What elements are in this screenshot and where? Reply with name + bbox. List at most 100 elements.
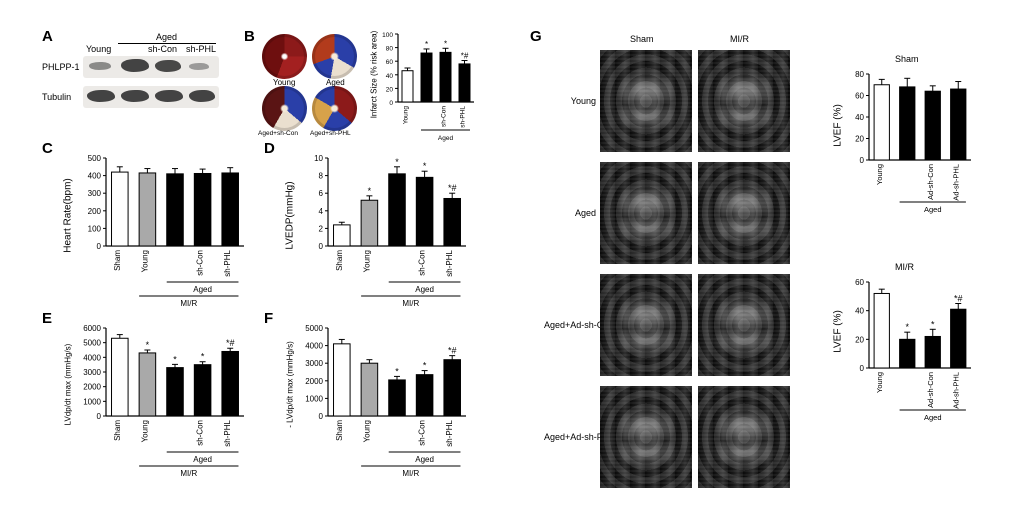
svg-text:2000: 2000 xyxy=(83,383,101,392)
svg-text:5000: 5000 xyxy=(305,324,323,333)
svg-text:Aged: Aged xyxy=(193,455,212,464)
svg-text:*: * xyxy=(931,319,935,329)
lvedp-bar-chart: 0246810Sham*Young**sh-Con*#sh-PHLAgedMI/… xyxy=(300,146,470,264)
echo-col-sham: Sham xyxy=(630,34,654,44)
blot-row-phlpp: PHLPP-1 xyxy=(42,62,80,72)
echo-image xyxy=(600,50,692,152)
svg-text:*: * xyxy=(368,186,372,196)
svg-text:Young: Young xyxy=(875,164,884,185)
ylabel-Gm: LVEF (%) xyxy=(833,310,844,353)
svg-text:0: 0 xyxy=(860,156,865,165)
svg-text:3000: 3000 xyxy=(83,368,101,377)
svg-text:6000: 6000 xyxy=(83,324,101,333)
blot-top-young: Young xyxy=(86,44,111,54)
svg-text:sh-Con: sh-Con xyxy=(196,250,205,276)
g-mir-title: MI/R xyxy=(895,262,914,272)
svg-text:Young: Young xyxy=(362,420,371,442)
svg-text:sh-Con: sh-Con xyxy=(418,420,427,446)
svg-text:*: * xyxy=(425,40,428,49)
svg-text:0: 0 xyxy=(319,242,324,251)
lvdpdt-max-bar-chart: 0100020003000400050006000Sham*Young**sh-… xyxy=(78,316,248,434)
ylabel-D: LVEDP(mmHg) xyxy=(285,181,296,249)
svg-text:sh-Con: sh-Con xyxy=(441,106,448,127)
ttc-label-shphl: Aged+sh-PHL xyxy=(310,130,351,137)
svg-text:0: 0 xyxy=(97,242,102,251)
svg-text:0: 0 xyxy=(97,412,102,421)
svg-text:60: 60 xyxy=(386,59,394,66)
svg-text:0: 0 xyxy=(319,412,324,421)
blot-row-tubulin: Tubulin xyxy=(42,92,71,102)
svg-text:*: * xyxy=(423,161,427,171)
svg-text:*#: *# xyxy=(226,338,235,348)
ttc-slice-young xyxy=(262,34,307,79)
panel-label-B: B xyxy=(244,28,255,45)
ttc-slice-shcon xyxy=(262,86,307,131)
ttc-slice-shphl xyxy=(312,86,357,131)
blot-top-shphl: sh-PHL xyxy=(186,44,216,54)
echo-image xyxy=(698,50,790,152)
svg-text:sh-Con: sh-Con xyxy=(418,250,427,276)
svg-text:80: 80 xyxy=(386,46,394,53)
svg-text:Ad-sh-PHL: Ad-sh-PHL xyxy=(951,372,960,409)
svg-text:*: * xyxy=(395,366,399,376)
svg-text:*: * xyxy=(444,39,447,48)
svg-text:sh-PHL: sh-PHL xyxy=(445,419,454,446)
svg-text:*#: *# xyxy=(448,346,457,356)
svg-text:10: 10 xyxy=(314,154,323,163)
ylabel-Gs: LVEF (%) xyxy=(833,104,844,147)
echo-row-label: Aged+Ad-sh-PHL xyxy=(544,432,596,442)
echo-image xyxy=(698,162,790,264)
blot-top-shcon: sh-Con xyxy=(148,44,177,54)
svg-text:20: 20 xyxy=(386,86,394,93)
svg-text:Sham: Sham xyxy=(113,250,122,271)
svg-text:80: 80 xyxy=(855,70,864,79)
svg-text:4000: 4000 xyxy=(83,353,101,362)
svg-text:200: 200 xyxy=(88,207,102,216)
svg-text:2000: 2000 xyxy=(305,377,323,386)
svg-text:*#: *# xyxy=(954,294,963,304)
svg-text:Aged: Aged xyxy=(193,285,212,294)
svg-text:*: * xyxy=(201,352,205,362)
ylabel-B: Infarct Size (% risk area) xyxy=(370,31,379,119)
svg-text:MI/R: MI/R xyxy=(402,299,419,308)
svg-text:*: * xyxy=(423,361,427,371)
svg-text:MI/R: MI/R xyxy=(402,469,419,478)
panel-label-F: F xyxy=(264,310,273,327)
lvef-mir-bar-chart: 0204060Young**Ad-sh-Con*#Ad-sh-PHLAged xyxy=(845,272,975,384)
panel-label-A: A xyxy=(42,28,53,45)
svg-text:8: 8 xyxy=(319,172,324,181)
echo-image xyxy=(698,386,790,488)
svg-text:MI/R: MI/R xyxy=(180,469,197,478)
svg-text:Young: Young xyxy=(362,250,371,272)
svg-text:500: 500 xyxy=(88,154,102,163)
echo-col-mir: MI/R xyxy=(730,34,749,44)
echo-row-label: Aged+Ad-sh-Con xyxy=(544,320,596,330)
panel-label-G: G xyxy=(530,28,542,45)
svg-text:*: * xyxy=(905,322,909,332)
svg-text:Aged: Aged xyxy=(415,285,434,294)
svg-text:1000: 1000 xyxy=(305,394,323,403)
echo-image xyxy=(600,162,692,264)
svg-text:0: 0 xyxy=(389,100,393,107)
svg-text:Young: Young xyxy=(140,420,149,442)
svg-text:2: 2 xyxy=(319,224,324,233)
svg-text:Aged: Aged xyxy=(924,205,942,214)
ttc-slice-aged xyxy=(312,34,357,79)
svg-text:20: 20 xyxy=(855,135,864,144)
blot-band-phlpp xyxy=(83,56,219,78)
svg-text:3000: 3000 xyxy=(305,359,323,368)
svg-text:*#: *# xyxy=(448,183,457,193)
svg-text:300: 300 xyxy=(88,189,102,198)
heart-rate-bar-chart: 0100200300400500ShamYoungsh-Consh-PHLAge… xyxy=(78,146,248,264)
ylabel-C: Heart Rate(bpm) xyxy=(63,178,74,252)
svg-text:MI/R: MI/R xyxy=(180,299,197,308)
echo-row-label: Young xyxy=(544,96,596,106)
neg-lvdpdt-max-bar-chart: 010002000300040005000ShamYoung**sh-Con*#… xyxy=(300,316,470,434)
svg-text:Young: Young xyxy=(140,250,149,272)
svg-text:Aged: Aged xyxy=(415,455,434,464)
blot-band-tubulin xyxy=(83,86,219,108)
svg-text:Ad-sh-Con: Ad-sh-Con xyxy=(926,372,935,408)
svg-text:100: 100 xyxy=(88,224,102,233)
svg-text:sh-PHL: sh-PHL xyxy=(223,419,232,446)
svg-text:*: * xyxy=(146,340,150,350)
